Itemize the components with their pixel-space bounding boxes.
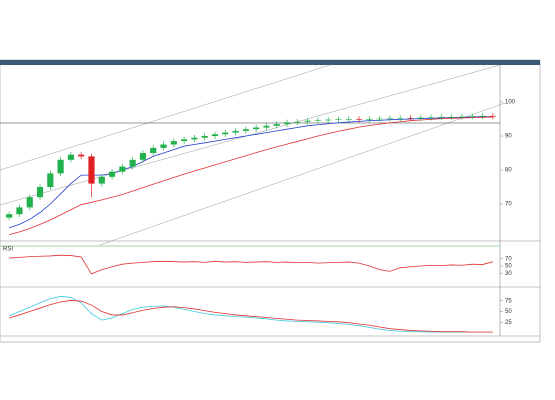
candle-body: [88, 156, 95, 184]
candle-body: [448, 116, 455, 118]
y-tick-label: 70: [505, 256, 512, 262]
candle-body: [489, 115, 496, 117]
candle-body: [458, 116, 466, 118]
candle-body: [232, 130, 239, 133]
candle-body: [428, 117, 435, 118]
candle-body: [139, 153, 147, 160]
candle-body: [119, 166, 126, 172]
indicator-line: [9, 254, 493, 275]
moving-average: [9, 116, 493, 235]
candle-body: [181, 139, 188, 142]
candle-body: [211, 134, 219, 136]
y-tick-label: 50: [505, 309, 512, 315]
candle-body: [98, 176, 105, 184]
candle-body: [417, 117, 424, 119]
y-tick-label: 80: [505, 168, 512, 174]
title-bar: [0, 60, 540, 65]
candle-body: [170, 141, 177, 145]
y-tick-label: 90: [505, 134, 512, 140]
candle-body: [160, 144, 167, 148]
y-tick-label: 70: [505, 202, 512, 208]
candle-body: [438, 116, 445, 118]
candle-body: [407, 117, 414, 119]
candle-body: [253, 127, 260, 130]
indicator-line: [9, 299, 493, 333]
indicator-line: [8, 296, 493, 333]
candle-body: [366, 119, 373, 120]
candle-body: [57, 159, 64, 174]
candle-body: [26, 197, 33, 208]
candle-body: [222, 132, 229, 135]
y-tick-label: 100: [505, 100, 516, 106]
candle-body: [36, 187, 44, 198]
candle-body: [78, 154, 85, 157]
candle-body: [16, 207, 23, 215]
candle-body: [108, 171, 116, 177]
candle-body: [345, 119, 352, 120]
candle-body: [242, 129, 249, 131]
candle-body: [294, 121, 301, 123]
y-tick-label: 25: [505, 320, 512, 326]
candle-body: [150, 147, 157, 153]
candle-body: [263, 125, 270, 128]
candle-body: [386, 118, 394, 119]
y-tick-label: 75: [505, 298, 512, 304]
candle-body: [335, 119, 342, 120]
window-frame: [0, 59, 541, 343]
panel-title: RSI: [3, 247, 13, 253]
candle-body: [355, 119, 363, 120]
candle-body: [191, 137, 198, 140]
candle-body: [283, 122, 291, 125]
channel-line: [99, 102, 506, 246]
y-tick-label: 30: [505, 271, 512, 277]
candle-body: [479, 115, 486, 117]
candle-body: [129, 159, 136, 167]
candle-body: [47, 173, 54, 187]
candle-body: [67, 154, 74, 160]
y-tick-label: 50: [505, 264, 512, 270]
candle-body: [201, 136, 208, 138]
candle-body: [6, 214, 13, 218]
candle-body: [273, 124, 280, 126]
candle-body: [397, 117, 404, 119]
candle-body: [376, 118, 383, 120]
candle-body: [304, 120, 311, 122]
candle-body: [314, 120, 321, 121]
candle-body: [469, 116, 476, 117]
channel-line: [0, 64, 331, 171]
candle-body: [325, 119, 332, 121]
